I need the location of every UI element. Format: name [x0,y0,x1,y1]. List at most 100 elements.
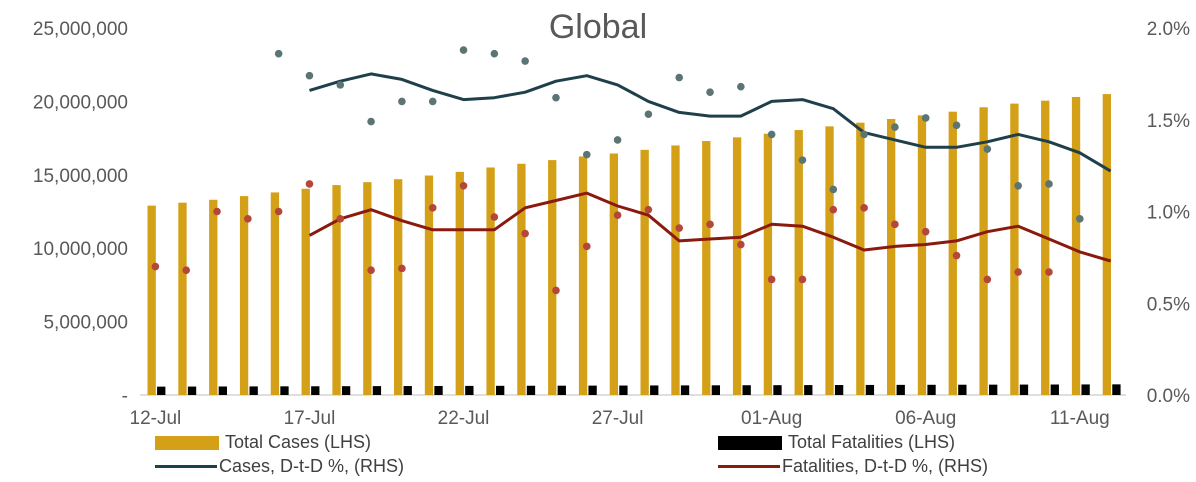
right-axis-tick-label: 0.5% [1147,294,1190,315]
bar-series [147,94,1121,396]
bar-total-cases [548,160,557,395]
legend-label-total-cases: Total Cases (LHS) [225,432,372,452]
point-fatalities-dtd [644,205,653,214]
legend-swatch-cases-dtd [155,465,217,468]
point-cases-dtd [398,97,406,106]
right-axis: 0.0% 0.5% 1.0% 1.5% 2.0% [1147,19,1190,407]
x-axis: 12-Jul 17-Jul 22-Jul 27-Jul 01-Aug 06-Aug 11-A… [130,394,1126,429]
x-axis-tick-label: 01-Aug [741,408,802,429]
bar-total-cases [671,145,680,395]
bar-total-fatalities [989,384,998,395]
point-cases-dtd [582,150,591,159]
bar-total-cases [455,171,464,395]
point-fatalities-dtd [1045,268,1053,276]
bar-total-cases [486,167,495,395]
bar-total-cases [763,133,773,396]
point-cases-dtd [860,130,868,139]
x-axis-tick-label: 06-Aug [895,408,956,429]
point-cases-dtd [428,97,437,106]
bar-total-cases [363,182,372,395]
point-cases-dtd [952,121,961,130]
point-cases-dtd [336,81,345,89]
line-fatalities-dtd [308,191,1112,263]
chart-title: Global [548,8,648,46]
legend-item-cases-dtd: Cases, D-t-D %, (RHS) [155,456,404,477]
bar-total-cases [394,179,403,395]
bar-total-fatalities [157,386,166,395]
bar-total-cases [609,153,619,395]
left-axis-tick-label: 20,000,000 [33,92,128,113]
bar-total-cases [825,126,834,395]
point-fatalities-dtd [244,215,252,223]
bar-total-cases [517,163,526,395]
bar-total-fatalities [619,385,628,395]
bar-total-fatalities [958,384,967,395]
bar-total-cases [1071,96,1081,395]
point-fatalities-dtd [675,224,684,232]
bar-total-fatalities [311,386,320,395]
legend-swatch-total-cases [155,435,219,450]
point-fatalities-dtd [891,220,899,229]
bar-total-fatalities [187,386,197,395]
point-fatalities-dtd [182,266,191,275]
right-axis-tick-label: 1.5% [1147,111,1190,132]
bar-total-cases [178,202,187,395]
bar-total-cases [979,107,988,395]
bar-total-cases [301,188,310,395]
bar-total-fatalities [434,385,443,395]
point-fatalities-dtd [767,275,776,284]
right-axis-tick-label: 2.0% [1147,19,1190,40]
point-series [151,46,1084,295]
bar-total-fatalities [1112,384,1121,395]
point-cases-dtd [921,114,930,122]
bar-total-fatalities [711,385,721,395]
point-fatalities-dtd [213,207,221,216]
point-fatalities-dtd [490,213,499,221]
bar-total-cases [147,205,156,395]
legend-item-total-cases: Total Cases (LHS) [155,432,371,453]
bar-total-fatalities [834,385,844,395]
bar-total-cases [702,141,711,395]
point-fatalities-dtd [921,227,930,236]
point-fatalities-dtd [367,266,375,275]
bar-total-fatalities [249,386,258,395]
bar-total-cases [794,130,803,395]
bar-total-cases [332,185,341,395]
point-fatalities-dtd [521,229,529,238]
point-cases-dtd [1014,182,1022,190]
right-axis-tick-label: 1.0% [1147,203,1190,224]
bar-total-cases [1010,103,1019,396]
point-cases-dtd [891,123,899,131]
left-axis-tick-label: 25,000,000 [33,19,128,40]
bar-total-fatalities [218,386,228,395]
point-fatalities-dtd [336,215,345,223]
point-cases-dtd [983,145,992,153]
bar-total-fatalities [896,384,905,395]
bar-total-cases [424,175,434,395]
point-cases-dtd [644,110,653,119]
x-axis-tick-label: 22-Jul [438,408,490,429]
point-cases-dtd [305,71,314,80]
bar-total-fatalities [403,386,412,395]
bar-total-cases [209,199,218,395]
legend-swatch-fatalities-dtd [718,465,780,468]
legend-swatch-total-fatalities [718,435,782,450]
bar-total-cases [1102,94,1112,395]
point-fatalities-dtd [983,275,992,284]
bar-total-cases [270,192,280,395]
x-axis-tick-label: 27-Jul [592,408,644,429]
point-cases-dtd [613,136,622,144]
bar-total-cases [856,122,865,395]
bar-total-fatalities [465,385,474,395]
point-fatalities-dtd [952,251,961,260]
bar-total-fatalities [557,385,566,395]
left-axis: - 5,000,000 10,000,000 15,000,000 20,000,000… [33,19,128,407]
point-cases-dtd [767,130,776,139]
left-axis-tick-label: 15,000,000 [33,166,128,187]
bar-total-cases [948,111,957,396]
point-cases-dtd [706,88,714,97]
line-series [308,72,1112,263]
bar-total-fatalities [804,385,813,395]
point-fatalities-dtd [737,240,745,249]
